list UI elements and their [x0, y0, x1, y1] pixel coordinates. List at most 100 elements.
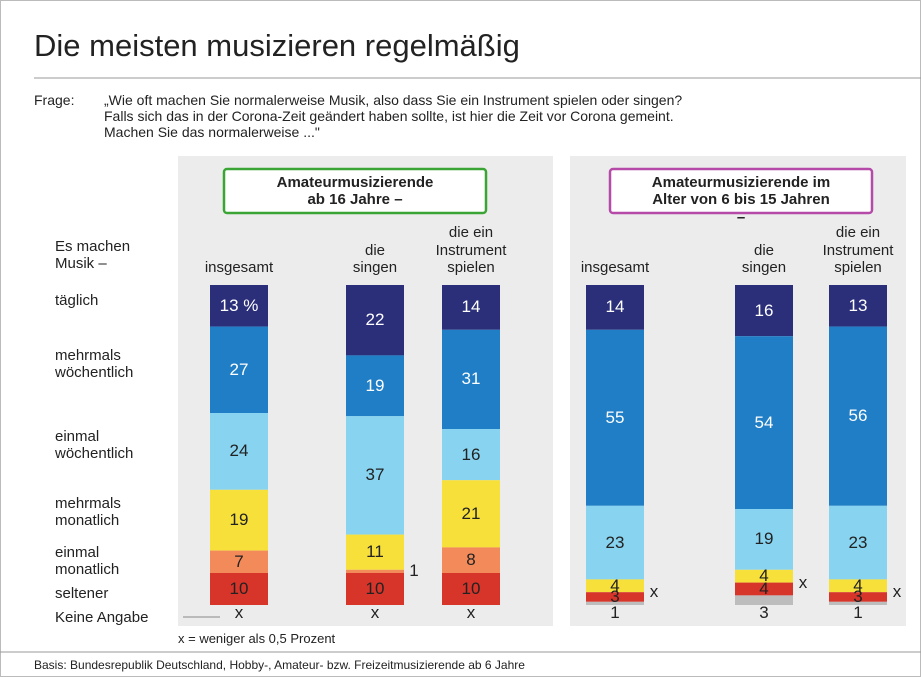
- data-label: 56: [848, 406, 868, 426]
- note: x = weniger als 0,5 Prozent: [178, 631, 336, 646]
- data-label: 16: [461, 444, 481, 464]
- bar-segment: [210, 573, 268, 605]
- bar-segment: [346, 573, 404, 605]
- data-label: 11: [366, 542, 384, 562]
- bar-segment: [346, 569, 404, 573]
- data-label: 54: [754, 412, 774, 432]
- bar-segment: [346, 534, 404, 570]
- column-header: die ein Instrument spielen: [822, 224, 894, 276]
- bar-segment: [586, 329, 644, 506]
- data-label: 4: [759, 579, 769, 598]
- data-label: 10: [229, 579, 249, 598]
- bar-segment: [829, 505, 887, 580]
- data-label: x: [234, 603, 244, 622]
- column-header: die singen: [741, 241, 787, 276]
- bar-segment: [829, 601, 887, 605]
- bar-segment: [735, 509, 793, 570]
- data-label: x: [370, 603, 380, 622]
- data-label: 13 %: [219, 295, 259, 315]
- question-label: Frage:: [34, 92, 75, 108]
- data-label: 14: [605, 297, 625, 317]
- data-label: 27: [229, 359, 249, 379]
- bar-segment: [735, 569, 793, 583]
- title: Die meisten musizieren regelmäßig: [34, 28, 520, 63]
- data-label: 1: [409, 561, 419, 581]
- bar-segment: [586, 505, 644, 580]
- question: „Wie oft machen Sie normalerweise Musik,…: [104, 92, 683, 141]
- bar-segment: [586, 601, 644, 605]
- bar-segment: [735, 336, 793, 509]
- data-label: 4: [610, 575, 620, 595]
- row-label: seltener: [55, 585, 109, 602]
- data-label: 10: [461, 579, 481, 598]
- bar-segment: [346, 416, 404, 535]
- data-label: 3: [610, 587, 620, 606]
- data-label: x: [892, 582, 902, 602]
- bar-segment: [346, 285, 404, 356]
- data-label: 13: [848, 295, 868, 315]
- row-label: Keine Angabe: [55, 609, 149, 626]
- bar-segment: [586, 579, 644, 593]
- bar-segment: [346, 355, 404, 417]
- bar-segment: [442, 573, 500, 605]
- data-label: 3: [853, 587, 863, 606]
- data-label: 23: [605, 532, 625, 552]
- bar-segment: [829, 579, 887, 593]
- data-label: 19: [754, 529, 774, 549]
- data-label: 19: [365, 375, 385, 395]
- data-label: 37: [365, 465, 385, 485]
- data-label: x: [466, 603, 476, 622]
- data-label: 19: [229, 510, 249, 530]
- data-label: 7: [234, 551, 244, 571]
- data-label: 10: [365, 579, 385, 598]
- bar-segment: [442, 285, 500, 330]
- bar-segment: [735, 582, 793, 596]
- data-label: 1: [610, 603, 620, 622]
- bar-segment: [442, 480, 500, 548]
- column-header: die singen: [352, 241, 398, 276]
- data-label: 4: [759, 566, 769, 586]
- bar-segment: [442, 429, 500, 481]
- bar-segment: [829, 592, 887, 602]
- row-label: mehrmals monatlich: [55, 495, 121, 530]
- data-label: 16: [754, 300, 774, 320]
- bar-segment: [210, 413, 268, 490]
- bar-segment: [829, 285, 887, 327]
- data-label: 14: [461, 297, 481, 317]
- bar-segment: [210, 489, 268, 551]
- row-label: täglich: [55, 292, 99, 309]
- bar-segment: [586, 592, 644, 602]
- data-label: 55: [605, 407, 625, 427]
- column-header: insgesamt: [580, 258, 650, 276]
- data-label: 24: [229, 441, 249, 461]
- source: Basis: Bundesrepublik Deutschland, Hobby…: [34, 658, 525, 672]
- bar-segment: [210, 550, 268, 573]
- row-label: mehrmals wöchentlich: [55, 347, 134, 382]
- bar-segment: [735, 285, 793, 337]
- bar-segment: [442, 547, 500, 573]
- data-label: 31: [461, 369, 481, 389]
- bar-segment: [210, 285, 268, 327]
- data-label: 23: [848, 532, 868, 552]
- bar-segment: [210, 326, 268, 413]
- bar-segment: [442, 329, 500, 429]
- data-label: x: [798, 572, 808, 592]
- group-header: Amateurmusizierende im Alter von 6 bis 1…: [651, 174, 831, 226]
- data-label: 22: [365, 310, 385, 330]
- row-label: einmal monatlich: [55, 544, 120, 579]
- group-header: Amateurmusizierende ab 16 Jahre –: [276, 174, 434, 209]
- bar-segment: [829, 326, 887, 506]
- data-label: x: [649, 582, 659, 602]
- column-header: die ein Instrument spielen: [435, 224, 507, 276]
- bar-segment: [586, 285, 644, 330]
- column-header: insgesamt: [204, 258, 274, 276]
- data-label: 1: [853, 603, 863, 622]
- bar-segment: [735, 595, 793, 605]
- group-header-box: [608, 167, 874, 215]
- data-label: 21: [461, 503, 481, 523]
- data-label: 4: [853, 575, 863, 595]
- row-header: Es machen Musik –: [55, 238, 131, 273]
- data-label: 8: [466, 550, 476, 570]
